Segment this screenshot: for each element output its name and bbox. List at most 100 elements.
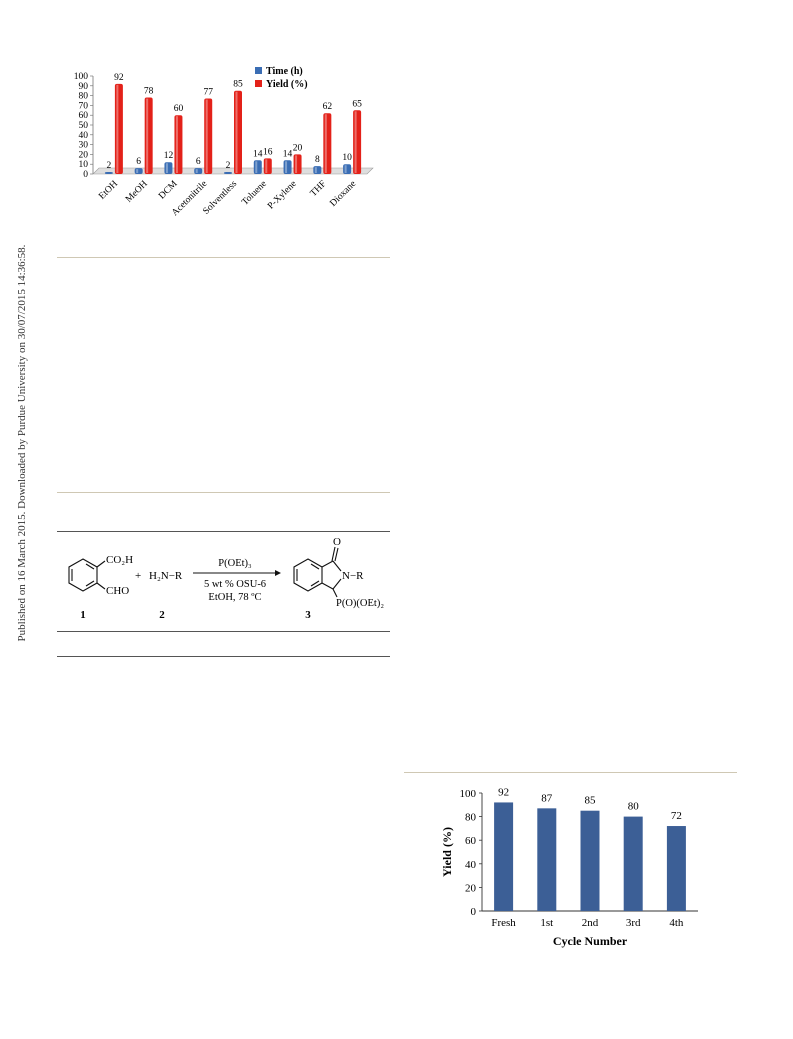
yield-bar (666, 826, 686, 911)
scheme-bottom-rule (57, 631, 390, 632)
reagent: P(OEt)₃ (218, 558, 252, 569)
yield-value-label: 78 (144, 87, 154, 97)
compound-label: 1 (80, 609, 86, 621)
category-label: 1st (540, 917, 553, 929)
time-bar (224, 172, 232, 174)
yield-value-label: 87 (541, 792, 553, 804)
plus-sign: + (135, 570, 141, 582)
cycle-chart-xlabel: Cycle Number (553, 934, 628, 948)
solvent-chart-labels: 292EtOH678MeOH1260DCM677Acetonitrile285S… (97, 73, 362, 218)
publication-sidenote: Published on 16 March 2015. Downloaded b… (16, 244, 28, 642)
bar-highlight (265, 159, 268, 173)
amine: H₂N−R (149, 570, 183, 582)
yield-value-label: 92 (114, 73, 124, 83)
bar-highlight (165, 163, 168, 173)
reactant-1-structure (68, 558, 106, 592)
bar-highlight (255, 161, 258, 173)
yield-value-label: 77 (203, 88, 213, 98)
yield-bar (234, 90, 242, 174)
conditions: EtOH, 78 ºC (208, 592, 261, 603)
scheme-top-rule (57, 531, 390, 532)
time-bar (253, 160, 262, 174)
category-label: Toluene (240, 179, 269, 208)
time-bar (104, 172, 113, 174)
yield-bar (144, 97, 153, 174)
yield-bar (114, 83, 123, 174)
time-value-label: 10 (342, 153, 352, 163)
section-rule (57, 257, 390, 258)
yield-bar (623, 816, 643, 911)
yield-value-label: 20 (293, 143, 303, 153)
time-value-label: 14 (253, 149, 263, 159)
yield-value-label: 85 (585, 795, 597, 807)
y-tick-label: 70 (79, 101, 89, 111)
category-label: THF (309, 179, 329, 199)
category-label: Fresh (491, 917, 516, 929)
time-value-label: 8 (315, 155, 320, 165)
bar-highlight (344, 165, 347, 173)
bar-highlight (285, 161, 288, 173)
category-label: 4th (669, 917, 684, 929)
time-value-label: 14 (283, 149, 293, 159)
y-tick-label: 0 (83, 170, 88, 180)
cycle-chart: 0 20 40 60 80 100 92 Fresh 87 1st 85 2nd 80 3rd 72 4th… (440, 786, 698, 948)
yield-bar (537, 808, 557, 911)
time-bar (194, 168, 203, 174)
y-tick-label: 10 (79, 160, 89, 170)
category-label: 2nd (582, 917, 599, 929)
yield-value-label: 60 (174, 104, 184, 114)
legend-label: Time (h) (266, 66, 303, 77)
category-label: MeOH (124, 179, 150, 205)
y-tick-label: 100 (74, 72, 89, 82)
yield-bar (323, 113, 332, 174)
category-label: EtOH (97, 179, 120, 202)
bar-highlight (175, 116, 178, 173)
category-label: P-Xylene (266, 179, 298, 211)
legend-label: Yield (%) (266, 79, 308, 90)
y-tick-label: 0 (471, 906, 477, 918)
product-structure (293, 546, 342, 598)
yield-bar (580, 810, 600, 911)
cycle-chart-ylabel: Yield (%) (440, 827, 454, 877)
bar-highlight (195, 169, 198, 173)
bar-highlight (295, 155, 298, 173)
time-bar (343, 164, 352, 174)
category-label: DCM (157, 179, 180, 202)
time-value-label: 2 (226, 161, 231, 171)
bar-highlight (146, 98, 149, 173)
category-label: 3rd (626, 917, 641, 929)
yield-value-label: 62 (323, 102, 333, 112)
yield-bar (494, 802, 514, 911)
time-bar (164, 162, 173, 174)
yield-bar (293, 154, 302, 174)
y-tick-label: 50 (79, 121, 89, 131)
y-tick-label: 80 (79, 92, 89, 102)
bar-highlight (136, 169, 139, 173)
bar-highlight (314, 167, 317, 173)
bar-highlight (116, 84, 119, 173)
y-tick-label: 20 (465, 882, 477, 894)
time-bar (134, 168, 143, 174)
bar-highlight (235, 91, 238, 173)
table-rule (57, 656, 390, 657)
y-tick-label: 100 (460, 788, 477, 800)
compound-label: 2 (159, 609, 165, 621)
yield-value-label: 85 (233, 80, 243, 90)
yield-bar (263, 158, 272, 174)
yield-bar (204, 98, 213, 174)
y-tick-label: 90 (79, 82, 89, 92)
compound-label: 3 (305, 609, 311, 621)
legend-swatch (255, 67, 262, 74)
product-amide-n: N−R (342, 570, 364, 582)
legend-swatch (255, 80, 262, 87)
product-carbonyl-o: O (333, 536, 341, 548)
category-label: Dioxane (328, 179, 358, 209)
catalyst: 5 wt % OSU-6 (204, 579, 266, 590)
yield-bar (353, 110, 362, 174)
y-tick-label: 30 (79, 141, 89, 151)
cycle-chart-labels: 92 Fresh 87 1st 85 2nd 80 3rd 72 4th (491, 786, 684, 929)
time-bar (313, 166, 322, 174)
y-tick-label: 80 (465, 812, 477, 824)
section-rule (57, 492, 390, 493)
